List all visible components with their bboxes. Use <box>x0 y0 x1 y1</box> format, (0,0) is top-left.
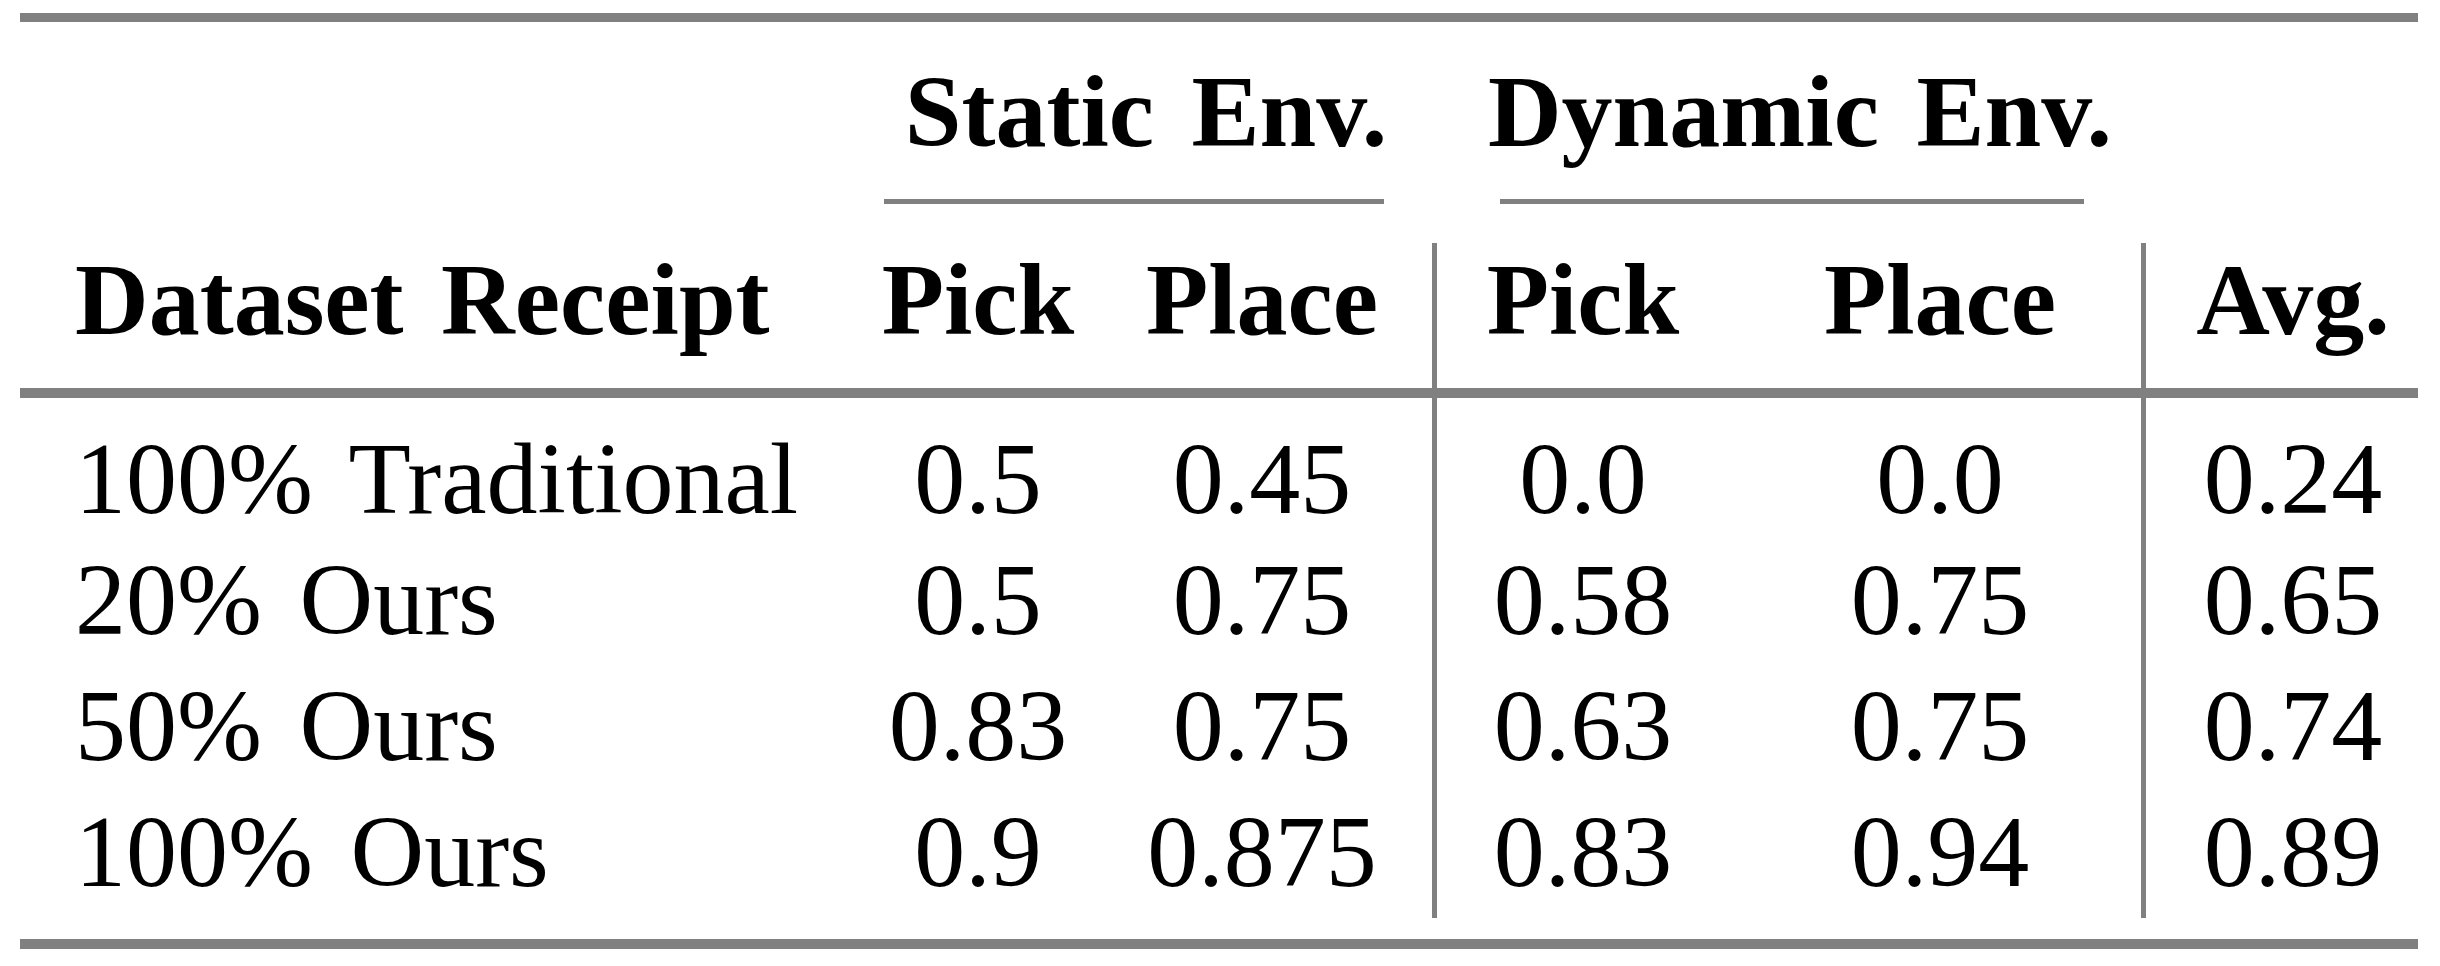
table-cell: 0.75 <box>1851 535 2030 665</box>
top-rule <box>20 13 2418 22</box>
header-midrule <box>20 388 2418 398</box>
results-table: Static Env. Dynamic Env. Dataset Receipt… <box>0 0 2440 966</box>
table-cell: 0.0 <box>1876 414 2004 544</box>
table-cell: 0.63 <box>1494 661 1673 791</box>
table-cell: 0.75 <box>1173 535 1352 665</box>
table-cell: 0.5 <box>914 414 1042 544</box>
cmidrule-static <box>884 199 1384 204</box>
row-label: 50% Ours <box>75 661 498 791</box>
table-cell: 0.875 <box>1147 787 1377 917</box>
table-cell: 0.74 <box>2204 661 2383 791</box>
table-cell: 0.0 <box>1519 414 1647 544</box>
table-cell: 0.24 <box>2204 414 2383 544</box>
table-cell: 0.89 <box>2204 787 2383 917</box>
column-header-avg: Avg. <box>2196 235 2390 365</box>
group-header-dynamic-env: Dynamic Env. <box>1488 47 2112 177</box>
table-cell: 0.75 <box>1851 661 2030 791</box>
column-header-dataset-receipt: Dataset Receipt <box>75 235 770 365</box>
column-header-dynamic-place: Place <box>1824 235 2056 365</box>
column-header-static-pick: Pick <box>882 235 1075 365</box>
table-cell: 0.83 <box>1494 787 1673 917</box>
vertical-rule-static-dynamic <box>1432 243 1437 918</box>
vertical-rule-avg <box>2141 243 2146 918</box>
column-header-static-place: Place <box>1146 235 1378 365</box>
table-cell: 0.75 <box>1173 661 1352 791</box>
table-cell: 0.94 <box>1851 787 2030 917</box>
table-cell: 0.5 <box>914 535 1042 665</box>
row-label: 20% Ours <box>75 535 498 665</box>
bottom-rule <box>20 939 2418 949</box>
cmidrule-dynamic <box>1500 199 2084 204</box>
row-label: 100% Traditional <box>75 414 798 544</box>
group-header-static-env: Static Env. <box>905 47 1387 177</box>
table-cell: 0.45 <box>1173 414 1352 544</box>
column-header-dynamic-pick: Pick <box>1487 235 1680 365</box>
table-cell: 0.83 <box>889 661 1068 791</box>
row-label: 100% Ours <box>75 787 549 917</box>
table-cell: 0.9 <box>914 787 1042 917</box>
table-cell: 0.65 <box>2204 535 2383 665</box>
table-cell: 0.58 <box>1494 535 1673 665</box>
